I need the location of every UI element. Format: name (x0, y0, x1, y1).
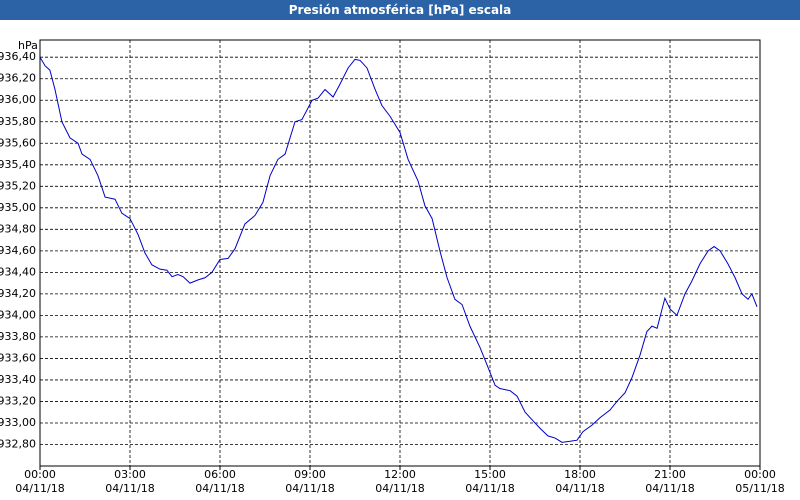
y-tick-label: 932,80 (0, 437, 36, 450)
y-tick-label: 933,00 (0, 416, 36, 429)
y-tick-label: 935,80 (0, 115, 36, 128)
x-tick-label: 03:00 04/11/18 (105, 468, 155, 495)
y-tick-label: 935,40 (0, 158, 36, 171)
y-axis-label: hPa (18, 39, 38, 52)
x-tick-label: 06:00 04/11/18 (195, 468, 245, 495)
y-tick-label: 934,80 (0, 222, 36, 235)
y-tick-label: 933,60 (0, 351, 36, 364)
y-tick-label: 936,20 (0, 72, 36, 85)
y-tick-label: 934,60 (0, 244, 36, 257)
chart-title: Presión atmosférica [hPa] escala (0, 0, 800, 20)
x-tick-label: 09:00 04/11/18 (285, 468, 335, 495)
x-tick-label: 00:00 04/11/18 (15, 468, 65, 495)
y-tick-label: 934,40 (0, 265, 36, 278)
y-tick-label: 935,60 (0, 136, 36, 149)
x-tick-label: 21:00 04/11/18 (645, 468, 695, 495)
y-tick-label: 933,20 (0, 394, 36, 407)
x-tick-label: 15:00 04/11/18 (465, 468, 515, 495)
y-tick-label: 933,40 (0, 373, 36, 386)
y-tick-label: 934,00 (0, 308, 36, 321)
y-tick-label: 936,40 (0, 50, 36, 63)
y-tick-label: 933,80 (0, 330, 36, 343)
y-tick-label: 934,20 (0, 287, 36, 300)
line (39, 56, 758, 443)
x-tick-label: 00:00 05/11/18 (735, 468, 785, 495)
plot-border (39, 39, 761, 467)
x-tick-label: 12:00 04/11/18 (375, 468, 425, 495)
y-tick-label: 936,00 (0, 93, 36, 106)
y-tick-label: 935,00 (0, 201, 36, 214)
x-tick-label: 18:00 04/11/18 (555, 468, 605, 495)
y-tick-label: 935,20 (0, 179, 36, 192)
